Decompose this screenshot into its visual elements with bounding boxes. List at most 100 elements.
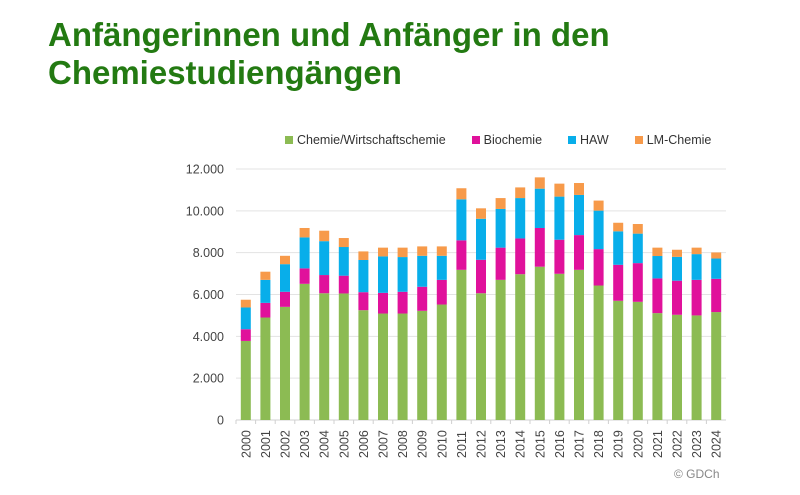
bar-segment: [691, 279, 702, 316]
bar-segment: [632, 233, 643, 264]
bar-segment: [299, 268, 310, 284]
bar-segment: [593, 285, 604, 420]
bar-segment: [515, 238, 526, 275]
bar-segment: [417, 255, 428, 287]
bar-segment: [534, 188, 545, 228]
x-tick-label: 2012: [475, 430, 489, 458]
bar-segment: [436, 304, 447, 420]
bar-segment: [338, 247, 349, 276]
bar-segment: [632, 224, 643, 234]
x-tick-label: 2014: [514, 430, 528, 458]
bar-segment: [613, 222, 624, 232]
chart-title: Anfängerinnen und Anfänger in den Chemie…: [48, 16, 610, 91]
y-tick-label: 2.000: [193, 372, 224, 386]
legend-swatch: [471, 136, 480, 144]
x-tick-label: 2002: [279, 430, 293, 458]
bar-segment: [593, 200, 604, 211]
bar-segment: [397, 257, 408, 292]
x-tick-label: 2024: [710, 430, 724, 458]
bar-segment: [280, 306, 290, 420]
x-tick-label: 2003: [298, 430, 312, 458]
bar-segment: [495, 198, 506, 209]
bar-segment: [711, 312, 722, 420]
bar-segment: [436, 279, 447, 305]
bar-segment: [397, 291, 408, 314]
legend-label: HAW: [580, 133, 609, 147]
bar-segment: [397, 313, 408, 420]
x-tick-label: 2004: [318, 430, 332, 458]
bar-segment: [476, 208, 486, 219]
bar-segment: [280, 264, 290, 292]
legend-label: Biochemie: [483, 133, 543, 147]
bar-segment: [338, 293, 349, 420]
bar-segment: [711, 252, 722, 259]
bar-segment: [358, 310, 369, 420]
copyright: © GDCh: [674, 467, 720, 481]
bar-segment: [338, 238, 349, 248]
bar-segment: [417, 246, 428, 256]
bar-segment: [632, 301, 643, 420]
bar-segment: [652, 278, 663, 314]
bar-segment: [280, 255, 290, 265]
bar-segment: [260, 271, 271, 280]
bar-segment: [632, 263, 643, 302]
bar-segment: [554, 183, 565, 197]
bar-segment: [456, 199, 467, 241]
bar-segment: [280, 291, 290, 307]
bar-segment: [495, 208, 506, 248]
legend: Chemie/Wirtschaftschemie Biochemie HAW LM-C…: [285, 133, 711, 147]
bar-segment: [319, 275, 330, 294]
bar-segment: [711, 278, 722, 313]
x-tick-label: 2007: [377, 430, 391, 458]
legend-swatch: [285, 136, 293, 144]
bar-segment: [299, 227, 310, 238]
legend-item: HAW: [568, 133, 609, 147]
bar-segment: [299, 283, 310, 420]
bar-segment: [436, 255, 447, 280]
bar-segment: [476, 293, 486, 420]
y-tick-label: 0: [217, 414, 224, 428]
bar-segment: [652, 247, 663, 257]
bar-segment: [240, 307, 251, 330]
x-tick-label: 2009: [416, 430, 430, 458]
legend-item: LM-Chemie: [634, 133, 711, 147]
bar-segment: [691, 254, 702, 280]
y-tick-label: 6.000: [193, 288, 224, 302]
legend-swatch: [568, 136, 577, 144]
bar-segment: [397, 247, 408, 258]
bar-segment: [495, 247, 506, 280]
bar-segment: [319, 241, 330, 276]
bar-segment: [319, 230, 330, 242]
bar-segment: [691, 315, 702, 420]
bar-segment: [495, 279, 506, 420]
x-tick-label: 2018: [592, 430, 606, 458]
bar-segment: [672, 256, 682, 281]
x-tick-label: 2015: [533, 430, 547, 458]
x-tick-label: 2022: [671, 430, 685, 458]
x-tick-label: 2021: [651, 430, 665, 458]
bar-segment: [672, 249, 682, 257]
bar-segment: [476, 218, 486, 260]
legend-item: Biochemie: [471, 133, 543, 147]
bar-segment: [358, 259, 369, 293]
bar-segment: [436, 246, 447, 256]
bar-segment: [417, 286, 428, 311]
x-tick-label: 2010: [435, 430, 449, 458]
x-tick-label: 2000: [239, 430, 253, 458]
bar-segment: [378, 313, 388, 420]
bar-segment: [574, 194, 584, 236]
y-tick-label: 12.000: [186, 163, 224, 177]
bar-segment: [691, 247, 702, 255]
bar-segment: [554, 196, 565, 240]
bar-segment: [378, 247, 388, 257]
bar-segment: [652, 313, 663, 420]
bar-segment: [260, 279, 271, 303]
x-tick-label: 2006: [357, 430, 371, 458]
x-tick-label: 2016: [553, 430, 567, 458]
x-tick-label: 2020: [631, 430, 645, 458]
bar-segment: [358, 251, 369, 260]
bar-segment: [417, 310, 428, 420]
bar-segment: [456, 240, 467, 270]
bar-segment: [240, 340, 251, 420]
x-tick-label: 2008: [396, 430, 410, 458]
